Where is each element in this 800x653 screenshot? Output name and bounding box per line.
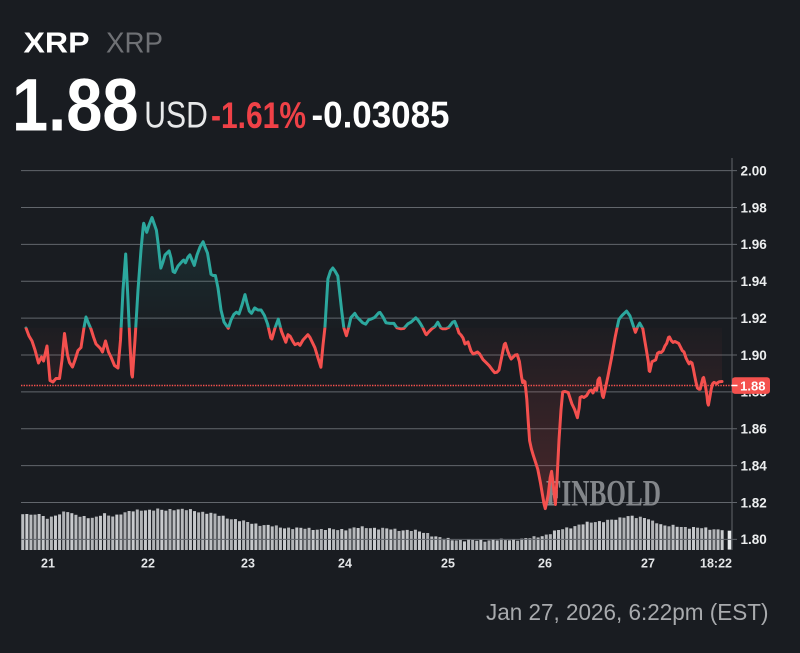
svg-text:XRP: XRP <box>24 28 90 60</box>
svg-text:1.92: 1.92 <box>741 311 767 326</box>
svg-text:XRP: XRP <box>106 28 163 60</box>
svg-text:1.82: 1.82 <box>741 495 767 510</box>
svg-text:27: 27 <box>641 557 655 571</box>
svg-text:1.88: 1.88 <box>740 378 765 393</box>
svg-text:-1.61%: -1.61% <box>211 95 306 136</box>
svg-text:2.00: 2.00 <box>741 163 767 178</box>
svg-text:1.88: 1.88 <box>12 64 139 147</box>
svg-text:1.84: 1.84 <box>741 458 768 473</box>
svg-text:21: 21 <box>41 557 55 571</box>
svg-text:USD: USD <box>144 94 208 135</box>
svg-text:1.86: 1.86 <box>741 422 768 437</box>
svg-text:24: 24 <box>338 557 352 571</box>
svg-text:18:22: 18:22 <box>700 557 732 571</box>
svg-text:25: 25 <box>441 557 455 571</box>
svg-text:1.80: 1.80 <box>741 532 767 547</box>
svg-text:1.96: 1.96 <box>741 237 768 252</box>
svg-text:FINBOLD: FINBOLD <box>546 473 661 514</box>
svg-text:22: 22 <box>141 557 155 571</box>
svg-text:1.90: 1.90 <box>741 348 767 363</box>
svg-text:26: 26 <box>538 557 552 571</box>
svg-text:1.94: 1.94 <box>741 274 768 289</box>
svg-text:-0.03085: -0.03085 <box>312 94 450 135</box>
svg-text:Jan 27, 2026, 6:22pm (EST): Jan 27, 2026, 6:22pm (EST) <box>486 599 769 625</box>
svg-text:1.98: 1.98 <box>741 200 768 215</box>
svg-text:23: 23 <box>241 557 255 571</box>
